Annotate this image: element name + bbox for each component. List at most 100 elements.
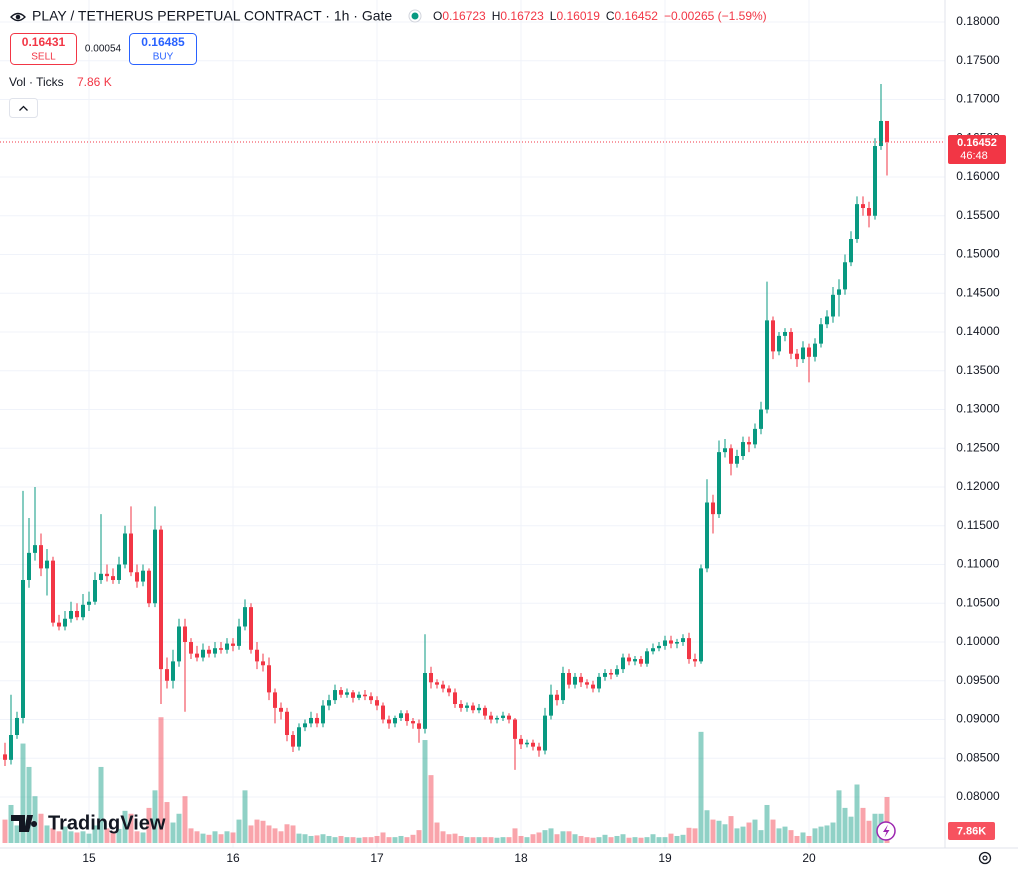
candle-body [345,692,349,695]
volume-bar [530,834,536,843]
volume-bar [776,828,782,843]
candle-body [387,719,391,724]
candle-body [165,669,169,681]
candle-body [183,626,187,643]
volume-bar [32,796,38,843]
volume-bar [44,825,50,843]
volume-bar [626,837,632,843]
volume-bar [542,830,548,843]
sell-price: 0.16431 [22,35,66,49]
buy-button[interactable] [129,33,197,65]
volume-bar [488,837,494,843]
volume-bar [788,830,794,843]
ohlc-key: L [550,9,557,23]
candle-body [597,676,601,689]
candle-body [153,529,157,604]
buy-price: 0.16485 [141,35,185,49]
candle-body [513,719,517,739]
legend-header: PLAY / TETHERUS PERPETUAL CONTRACT · 1h … [10,8,767,24]
volume-bar [362,837,368,843]
volume-bar [74,832,80,843]
candle-body [261,661,265,666]
candle-body [357,694,361,698]
candle-body [441,684,445,689]
candle-body [741,442,745,457]
volume-bar [758,830,764,843]
candle-body [285,711,289,736]
y-tick-label: 0.08500 [956,750,1000,764]
candle-body [681,638,685,643]
candle-body [555,694,559,701]
volume-bar [854,784,860,843]
x-tick-label: 17 [370,851,384,865]
candle-body [663,640,667,646]
volume-bar [710,819,716,843]
volume-bar [614,835,620,843]
volume-bar [440,831,446,843]
candle-body [549,694,553,716]
ohlc-change: −0.00265 (−1.59%) [664,9,767,23]
x-tick-label: 15 [82,851,96,865]
volume-layer [2,717,890,843]
volume-bar [848,816,854,843]
candle-body [867,208,871,216]
candle-body [831,294,835,317]
candle-body [177,626,181,662]
y-tick-label: 0.13000 [956,402,1000,416]
candle-body [843,262,847,290]
trade-buttons: 0.16431 SELL 0.00054 0.16485 BUY [10,33,197,65]
candle-body [201,649,205,658]
candle-body [759,409,763,429]
x-tick-label: 16 [226,851,240,865]
y-tick-label: 0.16000 [956,169,1000,183]
candle-body [309,717,313,724]
candle-body [873,146,877,216]
candle-body [627,657,631,662]
candle-body [675,642,679,644]
volume-bar [806,835,812,843]
volume-bar [578,835,584,843]
candle-body [99,573,103,581]
candle-body [735,456,739,464]
candle-body [69,611,73,619]
candle-body [219,648,223,650]
alert-icon[interactable] [876,821,896,841]
settings-icon[interactable] [978,851,992,865]
candle-body [375,700,379,706]
volume-bar [80,831,86,843]
candle-body [255,649,259,662]
ohlc-key: H [492,9,501,23]
candle-body [123,533,127,565]
volume-bar [284,824,290,843]
volume-bar [464,837,470,843]
volume-bar [392,837,398,843]
candle-body [327,700,331,706]
candle-body [537,746,541,751]
y-tick-label: 0.17500 [956,53,1000,67]
volume-bar [560,831,566,843]
candle-body [585,682,589,685]
volume-bar [8,804,14,843]
sell-button[interactable] [10,33,77,65]
volume-axis-value: 7.86K [957,825,986,837]
candle-body [81,604,85,618]
candle-body [87,601,91,605]
volume-bar [290,825,296,843]
buy-label: BUY [153,52,174,63]
candle-body [393,717,397,724]
candle-body [333,690,337,701]
volume-bar [620,834,626,843]
candle-body [795,353,799,360]
candle-body [813,343,817,357]
volume-bar [422,740,428,843]
candle-body [705,502,709,569]
volume-bar [524,837,530,843]
volume-bar [512,828,518,843]
volume-bar [278,831,284,843]
volume-bar [350,837,356,843]
volume-bar [200,833,206,843]
price-axis: 0.08000 0.08500 0.09000 0.09500 0.10000 0.105… [956,14,1000,803]
y-tick-label: 0.14500 [956,285,1000,299]
candle-body [213,648,217,654]
collapse-button[interactable] [9,98,38,118]
